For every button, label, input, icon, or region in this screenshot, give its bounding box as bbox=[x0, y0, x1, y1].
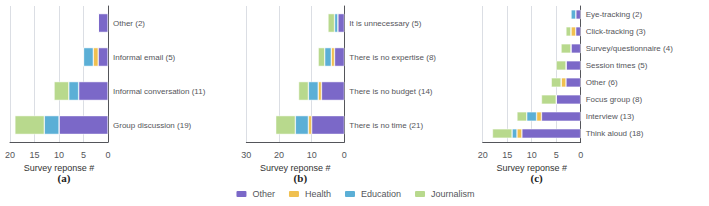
svg-text:Other (2): Other (2) bbox=[113, 19, 145, 28]
svg-text:0: 0 bbox=[578, 150, 583, 160]
svg-text:There is no expertise (8): There is no expertise (8) bbox=[349, 53, 436, 62]
svg-text:20: 20 bbox=[274, 150, 284, 160]
svg-text:Education: Education bbox=[361, 189, 401, 199]
svg-text:Group discussion (19): Group discussion (19) bbox=[113, 121, 192, 130]
svg-text:Other: Other bbox=[252, 189, 275, 199]
svg-text:Informal email (5): Informal email (5) bbox=[113, 53, 176, 62]
svg-text:(c): (c) bbox=[531, 172, 544, 185]
svg-text:Eye-tracking (2): Eye-tracking (2) bbox=[586, 10, 643, 19]
svg-text:Informal conversation (11): Informal conversation (11) bbox=[113, 87, 206, 96]
svg-text:Survey reponse #: Survey reponse # bbox=[260, 163, 331, 174]
svg-text:20: 20 bbox=[5, 150, 15, 160]
svg-text:15: 15 bbox=[502, 150, 512, 160]
svg-text:10: 10 bbox=[527, 150, 537, 160]
svg-text:0: 0 bbox=[105, 150, 110, 160]
svg-text:Survey reponse #: Survey reponse # bbox=[496, 163, 567, 174]
svg-text:There is no time (21): There is no time (21) bbox=[349, 121, 423, 130]
svg-text:20: 20 bbox=[478, 150, 488, 160]
svg-text:0: 0 bbox=[342, 150, 347, 160]
svg-text:Health: Health bbox=[305, 189, 331, 199]
svg-text:Think aloud (18): Think aloud (18) bbox=[586, 129, 644, 138]
svg-text:15: 15 bbox=[29, 150, 39, 160]
svg-text:Session times (5): Session times (5) bbox=[586, 61, 648, 70]
svg-text:(b): (b) bbox=[294, 172, 308, 185]
svg-text:5: 5 bbox=[81, 150, 86, 160]
svg-text:Survey reponse #: Survey reponse # bbox=[23, 163, 95, 174]
svg-text:Focus group (8): Focus group (8) bbox=[586, 95, 643, 104]
svg-text:There is no budget (14): There is no budget (14) bbox=[349, 87, 432, 96]
svg-text:Click-tracking (3): Click-tracking (3) bbox=[586, 27, 646, 36]
svg-text:Other (6): Other (6) bbox=[586, 78, 618, 87]
svg-text:10: 10 bbox=[307, 150, 317, 160]
svg-text:Survey/questionnaire (4): Survey/questionnaire (4) bbox=[586, 44, 673, 53]
svg-text:5: 5 bbox=[554, 150, 559, 160]
svg-text:It is unnecessary (5): It is unnecessary (5) bbox=[349, 19, 421, 28]
svg-text:(a): (a) bbox=[58, 172, 71, 185]
svg-text:Journalism: Journalism bbox=[431, 189, 475, 199]
svg-text:Interview (13): Interview (13) bbox=[586, 112, 635, 121]
svg-text:30: 30 bbox=[241, 150, 251, 160]
svg-text:10: 10 bbox=[54, 150, 64, 160]
